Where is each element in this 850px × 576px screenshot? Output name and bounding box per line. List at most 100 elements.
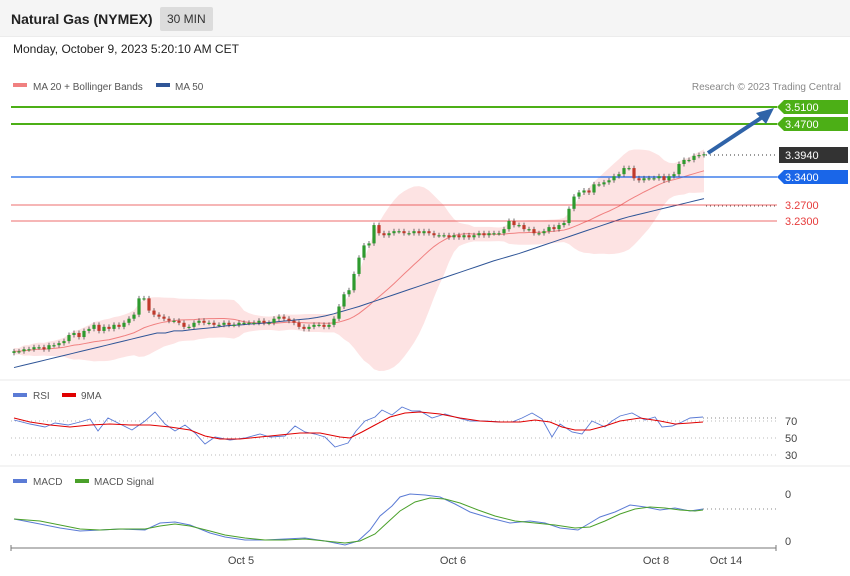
candle bbox=[22, 346, 26, 354]
candle bbox=[322, 322, 326, 330]
candle bbox=[227, 320, 231, 328]
candle bbox=[72, 330, 76, 338]
candle bbox=[112, 322, 116, 332]
candle bbox=[107, 324, 111, 332]
candle bbox=[92, 322, 96, 332]
candle bbox=[177, 318, 181, 326]
candle bbox=[262, 318, 266, 326]
candle bbox=[467, 232, 471, 240]
candle bbox=[342, 291, 346, 309]
candle bbox=[637, 175, 641, 183]
candle bbox=[612, 173, 616, 183]
x-tick-oct14: Oct 14 bbox=[710, 555, 742, 567]
candle bbox=[562, 220, 566, 228]
candle bbox=[12, 348, 16, 356]
candle bbox=[77, 330, 81, 340]
candle bbox=[97, 322, 101, 334]
ma20-line bbox=[14, 170, 705, 352]
candle bbox=[62, 338, 66, 346]
candle bbox=[377, 222, 381, 236]
rsi-tick-70: 70 bbox=[785, 416, 797, 428]
candle bbox=[47, 342, 51, 352]
candle bbox=[247, 320, 251, 326]
candle bbox=[302, 324, 306, 332]
rsi-legend-swatch bbox=[13, 393, 27, 397]
candle bbox=[692, 153, 696, 163]
candle bbox=[347, 287, 351, 297]
candle bbox=[492, 230, 496, 236]
candle bbox=[422, 228, 426, 236]
chart-header: Natural Gas (NYMEX) 30 MIN bbox=[0, 0, 850, 37]
bollinger-band-area bbox=[14, 149, 704, 371]
candle bbox=[297, 320, 301, 330]
candle bbox=[537, 230, 541, 236]
x-tick-oct6: Oct 6 bbox=[440, 555, 466, 567]
instrument-title: Natural Gas (NYMEX) bbox=[11, 11, 153, 27]
candle bbox=[607, 177, 611, 185]
candle bbox=[657, 173, 661, 181]
candle bbox=[217, 322, 221, 328]
candle bbox=[672, 171, 676, 179]
candle bbox=[702, 151, 706, 158]
candle bbox=[392, 228, 396, 236]
candle bbox=[367, 240, 371, 248]
candle bbox=[232, 322, 236, 328]
candle bbox=[427, 228, 431, 236]
candle bbox=[67, 332, 71, 344]
candle bbox=[632, 165, 636, 181]
candle bbox=[682, 157, 686, 167]
candle bbox=[167, 316, 171, 324]
x-axis bbox=[10, 545, 777, 551]
level-label-3-2700: 3.2700 bbox=[785, 200, 819, 212]
candle bbox=[577, 190, 581, 200]
candle bbox=[412, 228, 416, 236]
candle bbox=[477, 230, 481, 238]
macd-line bbox=[13, 493, 704, 546]
candle bbox=[627, 165, 631, 171]
candle bbox=[592, 181, 596, 195]
candle bbox=[267, 320, 271, 326]
candle bbox=[572, 194, 576, 212]
candle bbox=[527, 226, 531, 232]
rsi-ma-line bbox=[13, 411, 704, 440]
candle bbox=[202, 318, 206, 326]
rsi-tick-50: 50 bbox=[785, 433, 797, 445]
candle bbox=[192, 320, 196, 330]
ma20-legend-label: MA 20 + Bollinger Bands bbox=[33, 82, 143, 93]
candle bbox=[207, 320, 211, 326]
candle bbox=[547, 224, 551, 234]
candle bbox=[327, 322, 331, 330]
svg-text:3.3940: 3.3940 bbox=[785, 150, 819, 162]
candle bbox=[457, 232, 461, 240]
candle bbox=[482, 230, 486, 238]
bollinger-band-layer bbox=[14, 149, 704, 371]
candle bbox=[332, 316, 336, 328]
macd-signal-line bbox=[13, 497, 704, 544]
candle bbox=[57, 340, 61, 348]
candle bbox=[512, 218, 516, 228]
svg-text:3.4700: 3.4700 bbox=[785, 119, 819, 131]
candle bbox=[37, 344, 41, 350]
chart-datetime: Monday, October 9, 2023 5:20:10 AM CET bbox=[13, 42, 239, 56]
candle bbox=[567, 206, 571, 226]
candle bbox=[237, 320, 241, 328]
level-tag-3-3400: 3.3400 bbox=[777, 170, 848, 184]
candle bbox=[432, 230, 436, 238]
candlestick-layer bbox=[12, 151, 706, 356]
macd-tick-upper: 0 bbox=[785, 489, 791, 501]
candle bbox=[307, 324, 311, 332]
candle bbox=[652, 175, 656, 181]
timeframe-badge[interactable]: 30 MIN bbox=[160, 7, 213, 31]
candle bbox=[182, 320, 186, 330]
level-tag-3-5100: 3.5100 bbox=[777, 100, 848, 114]
level-tag-3-4700: 3.4700 bbox=[777, 117, 848, 131]
candle bbox=[437, 232, 441, 238]
candle bbox=[622, 165, 626, 177]
candle bbox=[117, 322, 121, 330]
candle bbox=[312, 322, 316, 330]
rsi-legend-label: RSI bbox=[33, 391, 50, 402]
candle bbox=[667, 173, 671, 183]
x-tick-oct8: Oct 8 bbox=[643, 555, 669, 567]
candle bbox=[387, 230, 391, 238]
candle bbox=[472, 232, 476, 240]
